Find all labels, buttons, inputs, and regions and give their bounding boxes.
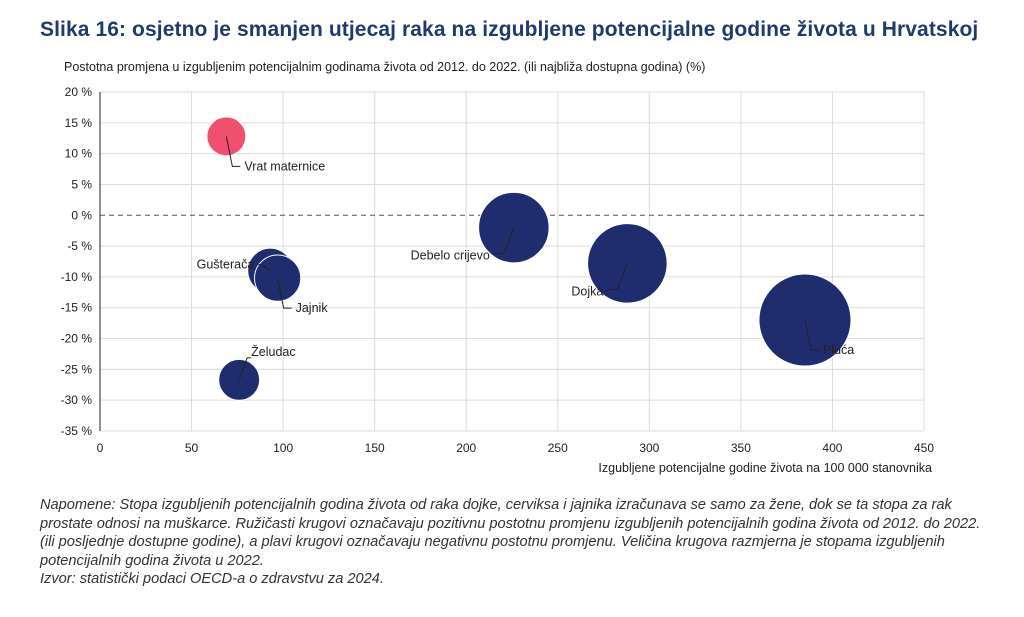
bubble-label: Vrat maternice: [244, 159, 325, 173]
bubble-chart: 20 % 15 % 10 % 5 % 0 % -5 % -10 % -15 % -20 % -25…: [61, 85, 935, 475]
notes-text: Napomene: Stopa izgubljenih potencijalni…: [40, 497, 981, 569]
y-tick-label: 0 %: [71, 208, 92, 222]
x-tick-label: 150: [365, 441, 385, 455]
x-tick-label: 450: [914, 441, 934, 455]
chart-notes: Napomene: Stopa izgubljenih potencijalni…: [40, 496, 990, 589]
leader-line: [258, 264, 271, 272]
leader-line: [277, 278, 292, 309]
x-tick-label: 400: [822, 441, 842, 455]
leader-line: [804, 319, 819, 351]
bubble-label: Jajnik: [296, 301, 329, 315]
y-tick-label: 10 %: [65, 147, 93, 161]
leader-line: [238, 357, 252, 381]
leader-line: [225, 136, 241, 167]
x-tick-label: 250: [548, 441, 568, 455]
y-tick-label: 15 %: [65, 116, 93, 130]
bubble-label: Pluća: [823, 343, 854, 357]
y-tick-label: 5 %: [71, 177, 92, 191]
axes: 20 % 15 % 10 % 5 % 0 % -5 % -10 % -15 % -20 % -25…: [61, 85, 935, 455]
leader-line: [607, 263, 628, 290]
chart-subtitle: Postotna promjena u izgubljenim potencij…: [64, 60, 706, 74]
source-text: Izvor: statistički podaci OECD-a o zdrav…: [40, 571, 384, 587]
x-tick-label: 300: [639, 441, 659, 455]
x-axis-label: Izgubljene potencijalne godine života na…: [598, 461, 932, 475]
x-tick-label: 100: [273, 441, 293, 455]
bubble-label: Gušterača: [197, 258, 255, 272]
bubble-labels: Vrat maternice Gušterača Jajnik Želudac Debe…: [197, 136, 854, 381]
y-tick-label: -20 %: [61, 332, 93, 346]
x-tick-label: 200: [456, 441, 476, 455]
y-tick-label: -25 %: [61, 362, 93, 376]
bubble-label: Debelo crijevo: [411, 249, 490, 263]
bubble-label: Dojka: [571, 284, 603, 298]
x-tick-label: 50: [185, 441, 199, 455]
leader-line: [493, 227, 515, 255]
y-tick-label: 20 %: [65, 85, 93, 99]
chart-title: Slika 16: osjetno je smanjen utjecaj rak…: [40, 18, 979, 41]
y-tick-label: -35 %: [61, 424, 93, 438]
y-tick-label: -10 %: [61, 270, 93, 284]
y-tick-label: -15 %: [61, 301, 93, 315]
y-tick-label: -5 %: [67, 239, 92, 253]
y-tick-label: -30 %: [61, 393, 93, 407]
bubble-želudac: [218, 358, 261, 401]
x-tick-label: 350: [731, 441, 751, 455]
x-tick-label: 0: [97, 441, 104, 455]
bubble-label: Želudac: [251, 344, 295, 359]
